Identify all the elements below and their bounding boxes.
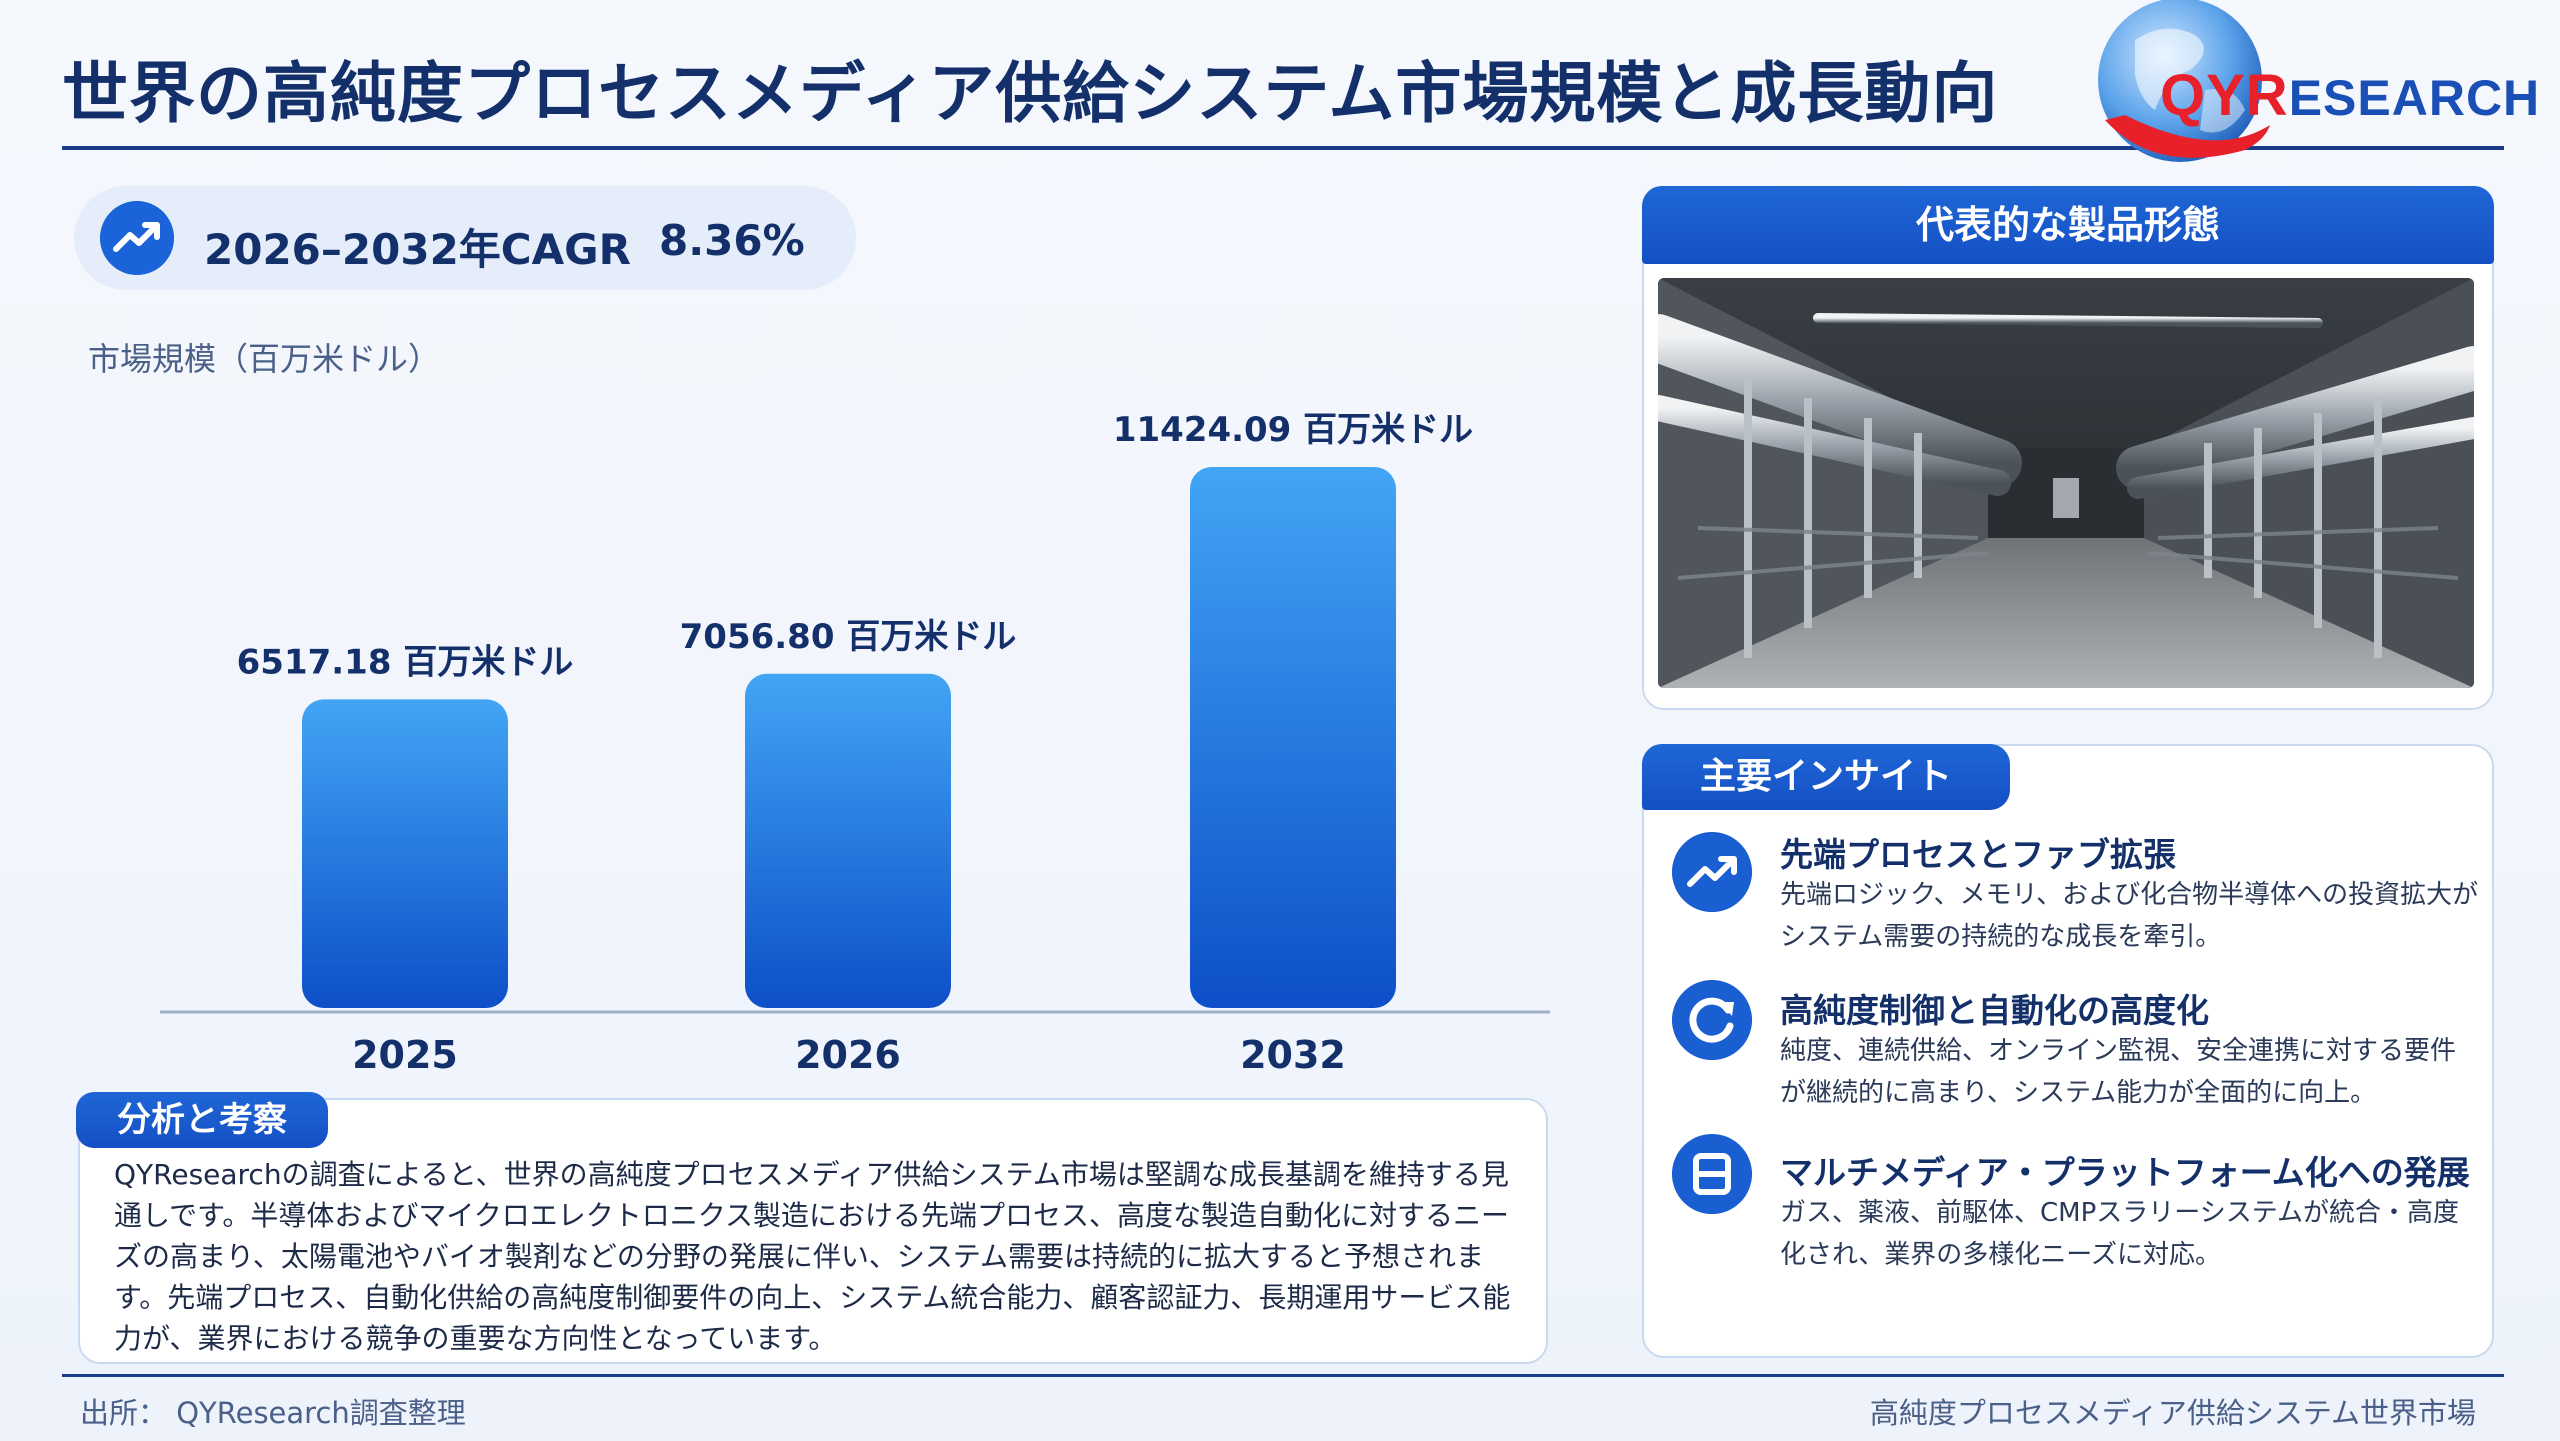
insight-1-title: 先端プロセスとファブ拡張 [1780, 835, 2176, 874]
data-label-2025: 6517.18 百万米ドル [237, 642, 574, 682]
analysis-text: QYResearchの調査によると、世界の高純度プロセスメディア供給システム市場… [114, 1158, 1511, 1355]
insight-2-title: 高純度制御と自動化の高度化 [1780, 991, 2209, 1030]
footer-topic: 高純度プロセスメディア供給システム世界市場 [1869, 1396, 2476, 1430]
insights-heading: 主要インサイト [1642, 744, 2010, 810]
bar-2032 [1190, 466, 1396, 1009]
x-tick-2026: 2026 [795, 1033, 901, 1077]
x-tick-2032: 2032 [1240, 1033, 1346, 1077]
insight-3-title: マルチメディア・プラットフォーム化への発展 [1780, 1153, 2470, 1192]
cagr-label: 2026–2032年CAGR [204, 225, 631, 274]
cagr-value: 8.36% [659, 216, 805, 265]
trend-up-icon [100, 201, 174, 275]
factory-piping-image [1658, 278, 2474, 688]
refresh-icon [1672, 980, 1752, 1060]
footer-source: 出所： QYResearch調査整理 [80, 1396, 466, 1430]
brand-logo-icon [2098, 0, 2270, 162]
brand-suffix: ESEARCH [2288, 70, 2541, 126]
market-size-bar-chart: 6517.18 百万米ドル 2025 7056.80 百万米ドル 2026 11424.… [160, 410, 1550, 1077]
insight-1-text: 先端ロジック、メモリ、および化合物半導体への投資拡大がシステム需要の持続的な成長… [1780, 880, 2479, 952]
title-divider [62, 146, 2504, 150]
y-axis-label: 市場規模（百万米ドル） [88, 340, 441, 378]
brand-prefix: QYR [2160, 63, 2289, 128]
insights-panel [1642, 744, 2494, 1358]
x-tick-2025: 2025 [352, 1033, 458, 1077]
cagr-badge: 2026–2032年CAGR 8.36% [74, 186, 856, 290]
data-label-2026: 7056.80 百万米ドル [680, 617, 1017, 657]
insight-3-text: ガス、薬液、前駆体、CMPスラリーシステムが統合・高度化され、業界の多様化ニーズ… [1780, 1198, 2459, 1270]
trend-up-icon [1672, 832, 1752, 912]
bar-2025 [302, 699, 508, 1008]
brand-wordmark: QYRESEARCH [2160, 62, 2540, 129]
footer-divider [62, 1374, 2504, 1377]
data-label-2032: 11424.09 百万米ドル [1113, 410, 1473, 450]
modules-icon [1672, 1134, 1752, 1214]
page-title: 世界の高純度プロセスメディア供給システム市場規模と成長動向 [62, 55, 1999, 132]
product-heading: 代表的な製品形態 [1642, 186, 2494, 264]
bar-2026 [745, 673, 951, 1008]
insight-2-text: 純度、連続供給、オンライン監視、安全連携に対する要件が継続的に高まり、システム能… [1780, 1036, 2457, 1108]
analysis-heading: 分析と考察 [76, 1092, 328, 1148]
